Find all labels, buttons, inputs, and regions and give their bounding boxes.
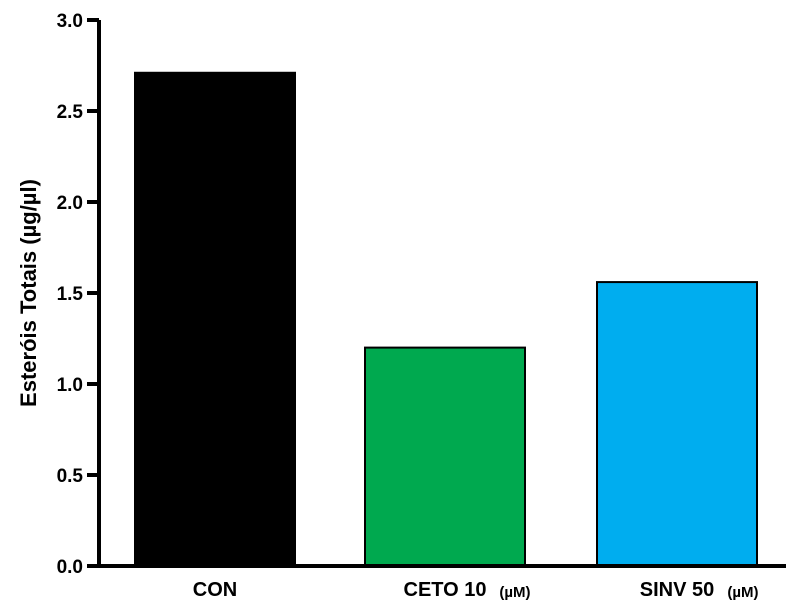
x-unit-label: (µM) bbox=[499, 584, 530, 601]
bars bbox=[134, 71, 758, 567]
y-tick-label: 1.5 bbox=[57, 284, 84, 305]
bar-con bbox=[134, 71, 296, 567]
y-tick-label: 2.5 bbox=[57, 102, 84, 123]
y-tick-label: 0.5 bbox=[57, 466, 84, 487]
x-axis-labels: CON CETO 10 (µM) SINV 50 (µM) bbox=[193, 579, 759, 601]
x-category-label: CON bbox=[193, 579, 237, 601]
y-axis-label: Esteróis Totais (µg/µl) bbox=[16, 179, 41, 407]
x-category-label: SINV 50 bbox=[640, 579, 714, 601]
x-unit-label: (µM) bbox=[727, 584, 758, 601]
y-tick-label: 3.0 bbox=[57, 11, 83, 32]
x-category-label: CETO 10 bbox=[404, 579, 487, 601]
y-tick-label: 2.0 bbox=[57, 193, 83, 214]
bar-ceto-10 bbox=[364, 346, 526, 567]
bar-sinv-50 bbox=[596, 281, 758, 567]
y-axis-ticks: 0.0 0.5 1.0 1.5 2.0 2.5 3.0 bbox=[57, 11, 99, 578]
y-tick-label: 1.0 bbox=[57, 375, 83, 396]
y-tick-label: 0.0 bbox=[57, 557, 83, 578]
